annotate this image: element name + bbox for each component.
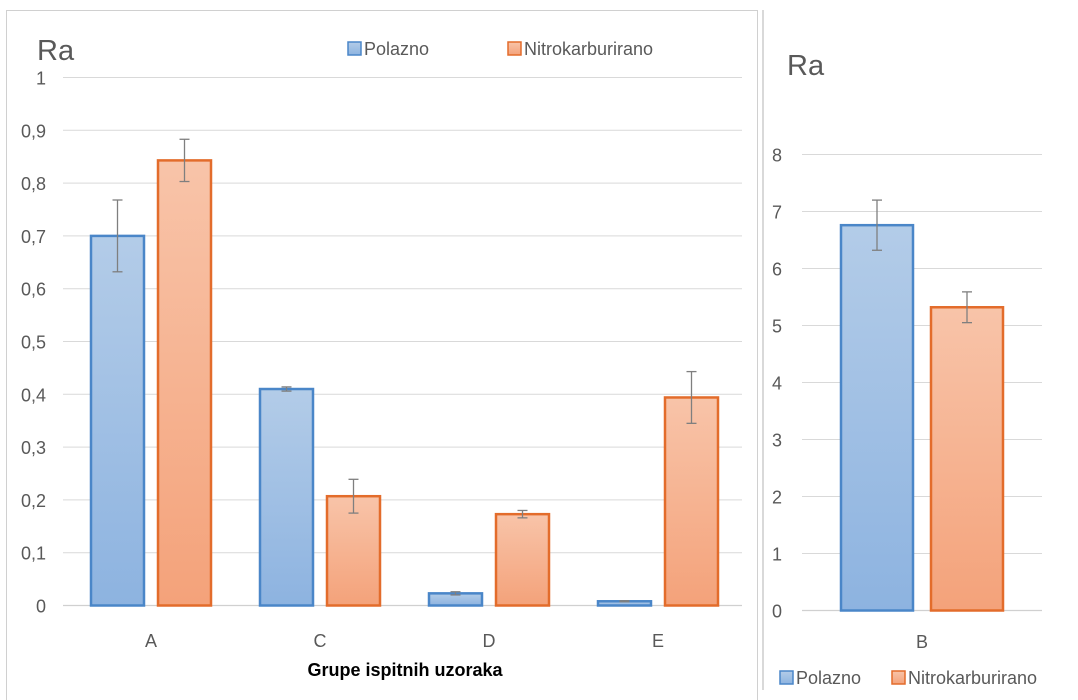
legend-swatch <box>891 670 906 685</box>
chart-right-panel: Ra 0 1 2 3 4 5 6 7 8 B Polazno Nitrokarburirano <box>762 0 1078 690</box>
bar-nitrokarburirano-c <box>325 494 382 607</box>
category-label: D <box>483 631 496 651</box>
chart-left-panel: Ra Grupe ispitnih uzoraka 0 0,1 0,2 0,3 0,4 0… <box>6 10 758 700</box>
y-tick-label: 6 <box>772 260 782 280</box>
bar-polazno-a <box>89 234 146 607</box>
chart-left-frame <box>6 10 758 700</box>
chart-right-legend: Polazno Nitrokarburirano <box>779 668 1037 688</box>
legend-label: Nitrokarburirano <box>524 39 653 59</box>
chart-right-title: Ra <box>787 50 825 82</box>
y-tick-label: 0,4 <box>21 385 46 405</box>
category-label: B <box>916 632 928 652</box>
y-tick-label: 1 <box>772 545 782 565</box>
legend-swatch <box>347 41 362 56</box>
y-tick-label: 0,6 <box>21 280 46 300</box>
bar-nitrokarburirano-d <box>494 512 551 607</box>
legend-label: Polazno <box>796 668 861 688</box>
y-tick-label: 7 <box>772 203 782 223</box>
legend-label: Polazno <box>364 39 429 59</box>
y-tick-label: 0,9 <box>21 121 46 141</box>
y-tick-label: 5 <box>772 317 782 337</box>
legend-swatch <box>779 670 794 685</box>
legend-label: Nitrokarburirano <box>908 668 1037 688</box>
category-label: A <box>145 631 157 651</box>
chart-left-title: Ra <box>37 35 75 67</box>
y-tick-label: 0 <box>36 597 46 617</box>
bar-polazno-b <box>839 223 915 612</box>
y-tick-label: 0,8 <box>21 174 46 194</box>
chart-left: Ra Grupe ispitnih uzoraka 0 0,1 0,2 0,3 0,4 0… <box>21 35 742 680</box>
y-tick-label: 3 <box>772 431 782 451</box>
y-tick-label: 0 <box>772 602 782 622</box>
y-tick-label: 0,7 <box>21 227 46 247</box>
y-tick-label: 0,2 <box>21 491 46 511</box>
y-tick-label: 0,1 <box>21 544 46 564</box>
category-label: C <box>314 631 327 651</box>
y-tick-label: 2 <box>772 488 782 508</box>
chart-left-xlabel: Grupe ispitnih uzoraka <box>307 660 503 680</box>
y-tick-label: 8 <box>772 146 782 166</box>
bar-polazno-c <box>258 387 315 607</box>
bar-nitrokarburirano-e <box>663 396 720 607</box>
y-tick-label: 0,5 <box>21 333 46 353</box>
chart-left-legend: Polazno Nitrokarburirano <box>347 39 653 59</box>
y-tick-label: 4 <box>772 374 782 394</box>
bar-nitrokarburirano-a <box>156 159 213 607</box>
y-tick-label: 0,3 <box>21 438 46 458</box>
chart-right: Ra 0 1 2 3 4 5 6 7 8 B Polazno Nitrokarburirano <box>772 50 1042 688</box>
category-label: E <box>652 631 664 651</box>
legend-swatch <box>507 41 522 56</box>
bar-nitrokarburirano-b <box>929 306 1005 612</box>
y-tick-label: 1 <box>36 69 46 89</box>
chart-right-divider <box>762 10 764 690</box>
